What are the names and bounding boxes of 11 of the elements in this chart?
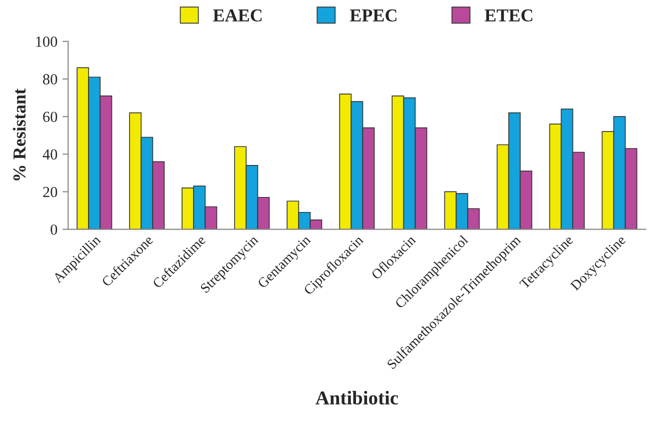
legend-label: EAEC	[213, 9, 262, 22]
legend-label: ETEC	[484, 9, 532, 22]
y-tick-label: 80	[43, 74, 58, 84]
y-tick-label: 100	[36, 36, 58, 47]
x-axis-title: Antibiotic	[316, 390, 398, 405]
y-tick-label: 0	[50, 224, 58, 235]
y-tick-label: 60	[43, 112, 58, 122]
y-tick-label: 40	[42, 149, 58, 160]
y-axis-title: % Resistant	[12, 88, 26, 180]
y-tick-label: 20	[43, 186, 58, 198]
legend-label: EPEC	[350, 9, 396, 22]
